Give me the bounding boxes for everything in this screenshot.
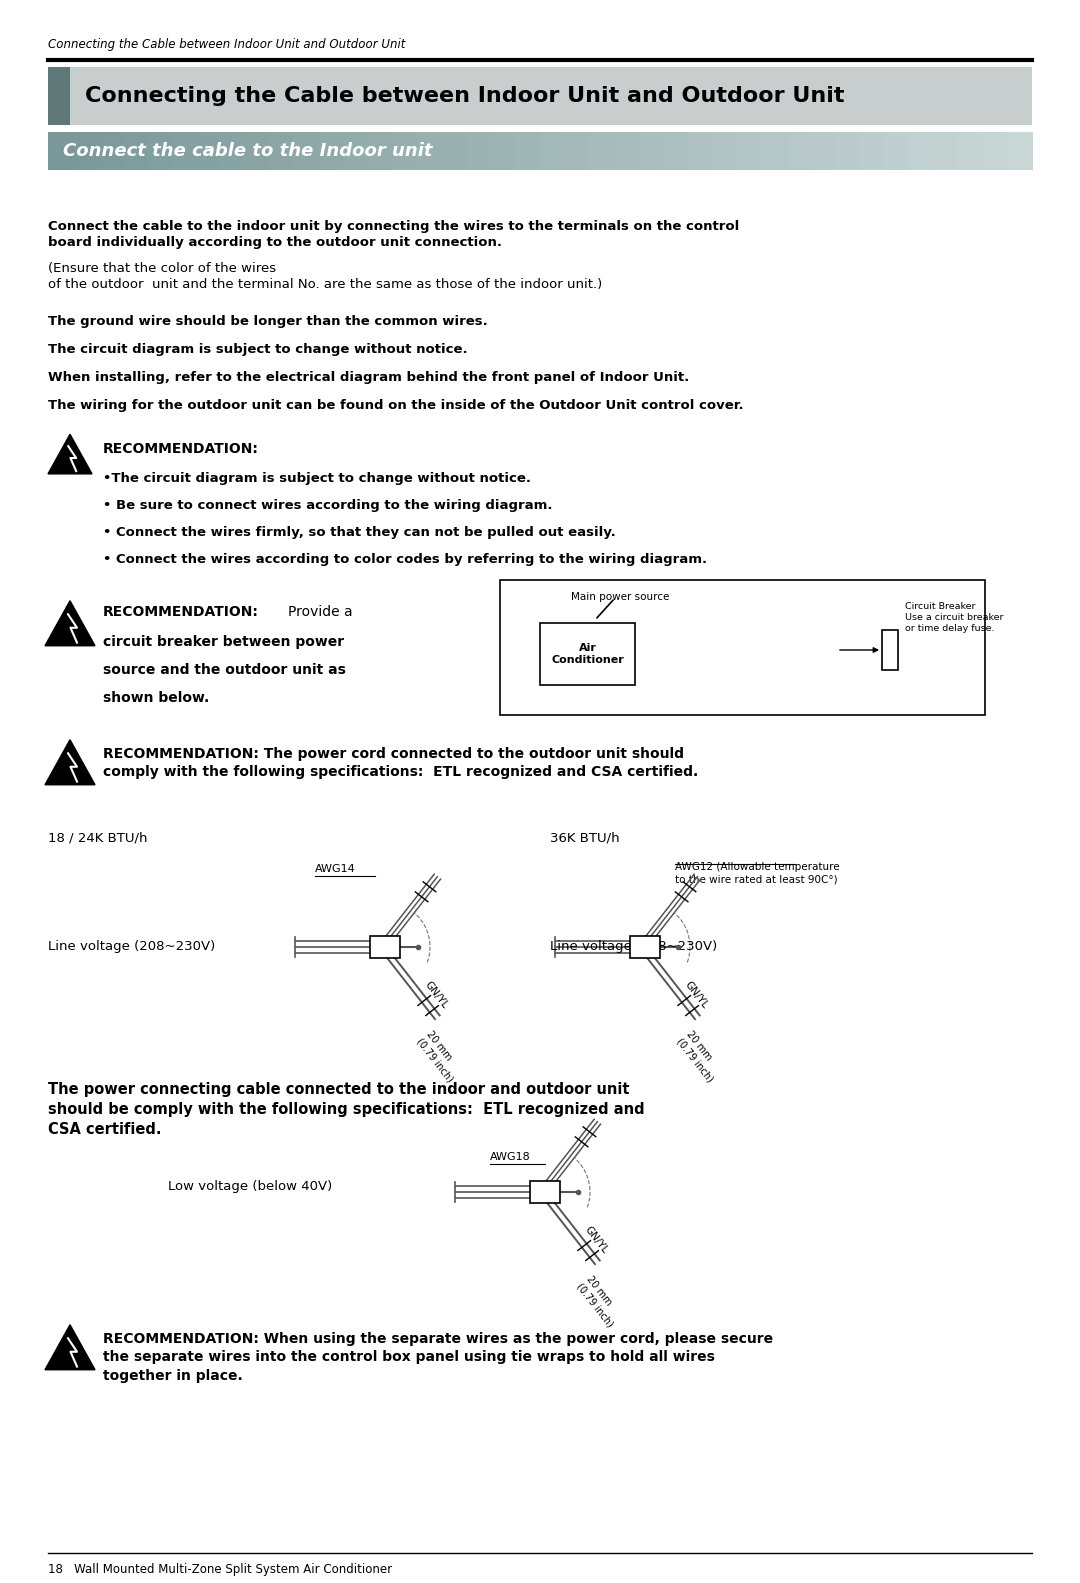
FancyBboxPatch shape	[195, 131, 221, 169]
FancyBboxPatch shape	[147, 131, 172, 169]
Text: Line voltage (208~230V): Line voltage (208~230V)	[550, 940, 717, 953]
Text: RECOMMENDATION: When using the separate wires as the power cord, please secure
t: RECOMMENDATION: When using the separate …	[103, 1331, 773, 1384]
FancyBboxPatch shape	[761, 131, 787, 169]
FancyBboxPatch shape	[220, 131, 246, 169]
Text: source and the outdoor unit as: source and the outdoor unit as	[103, 663, 346, 678]
Text: 18   Wall Mounted Multi-Zone Split System Air Conditioner: 18 Wall Mounted Multi-Zone Split System …	[48, 1562, 392, 1577]
FancyBboxPatch shape	[933, 131, 959, 169]
FancyBboxPatch shape	[442, 131, 468, 169]
FancyBboxPatch shape	[885, 131, 910, 169]
FancyBboxPatch shape	[613, 131, 639, 169]
Text: 36K BTU/h: 36K BTU/h	[550, 833, 620, 845]
FancyBboxPatch shape	[786, 131, 811, 169]
Text: GN/YL: GN/YL	[423, 980, 450, 1010]
FancyBboxPatch shape	[48, 131, 73, 169]
FancyBboxPatch shape	[590, 131, 615, 169]
Text: When installing, refer to the electrical diagram behind the front panel of Indoo: When installing, refer to the electrical…	[48, 370, 689, 385]
FancyBboxPatch shape	[983, 131, 1009, 169]
Text: 20 mm
(0.79 inch): 20 mm (0.79 inch)	[415, 1029, 464, 1084]
Text: The circuit diagram is subject to change without notice.: The circuit diagram is subject to change…	[48, 344, 468, 356]
FancyBboxPatch shape	[500, 579, 985, 716]
Text: RECOMMENDATION: The power cord connected to the outdoor unit should
comply with : RECOMMENDATION: The power cord connected…	[103, 747, 699, 779]
Text: Connect the cable to the Indoor unit: Connect the cable to the Indoor unit	[63, 142, 432, 160]
Text: Connecting the Cable between Indoor Unit and Outdoor Unit: Connecting the Cable between Indoor Unit…	[48, 38, 405, 51]
FancyBboxPatch shape	[737, 131, 762, 169]
FancyBboxPatch shape	[467, 131, 491, 169]
Text: • Be sure to connect wires according to the wiring diagram.: • Be sure to connect wires according to …	[103, 499, 553, 511]
Text: RECOMMENDATION:: RECOMMENDATION:	[103, 605, 259, 619]
Text: Circuit Breaker
Use a circuit breaker
or time delay fuse.: Circuit Breaker Use a circuit breaker or…	[905, 602, 1003, 633]
FancyBboxPatch shape	[343, 131, 368, 169]
Text: 18 / 24K BTU/h: 18 / 24K BTU/h	[48, 833, 148, 845]
FancyBboxPatch shape	[811, 131, 836, 169]
Polygon shape	[45, 739, 95, 785]
FancyBboxPatch shape	[72, 131, 98, 169]
FancyBboxPatch shape	[97, 131, 123, 169]
Text: Connecting the Cable between Indoor Unit and Outdoor Unit: Connecting the Cable between Indoor Unit…	[85, 85, 845, 106]
FancyBboxPatch shape	[530, 1181, 561, 1203]
Text: GN/YL: GN/YL	[583, 1225, 610, 1255]
Text: shown below.: shown below.	[103, 692, 210, 704]
FancyBboxPatch shape	[392, 131, 418, 169]
Text: 20 mm
(0.79 inch): 20 mm (0.79 inch)	[675, 1029, 725, 1084]
FancyBboxPatch shape	[417, 131, 443, 169]
FancyBboxPatch shape	[630, 936, 660, 958]
Text: AWG12 (Allowable temperature
to the wire rated at least 90C°): AWG12 (Allowable temperature to the wire…	[675, 863, 839, 885]
Text: Connect the cable to the indoor unit by connecting the wires to the terminals on: Connect the cable to the indoor unit by …	[48, 220, 739, 249]
Text: •The circuit diagram is subject to change without notice.: •The circuit diagram is subject to chang…	[103, 472, 531, 484]
FancyBboxPatch shape	[909, 131, 934, 169]
FancyBboxPatch shape	[490, 131, 516, 169]
FancyBboxPatch shape	[368, 131, 393, 169]
FancyBboxPatch shape	[171, 131, 197, 169]
FancyBboxPatch shape	[48, 66, 1032, 125]
Text: Line voltage (208~230V): Line voltage (208~230V)	[48, 940, 215, 953]
Text: The ground wire should be longer than the common wires.: The ground wire should be longer than th…	[48, 315, 488, 328]
Text: circuit breaker between power: circuit breaker between power	[103, 635, 345, 649]
FancyBboxPatch shape	[882, 630, 897, 670]
FancyBboxPatch shape	[515, 131, 541, 169]
Polygon shape	[45, 1325, 95, 1369]
FancyBboxPatch shape	[319, 131, 345, 169]
FancyBboxPatch shape	[688, 131, 713, 169]
FancyBboxPatch shape	[540, 131, 566, 169]
FancyBboxPatch shape	[860, 131, 886, 169]
FancyBboxPatch shape	[1008, 131, 1032, 169]
Text: RECOMMENDATION:: RECOMMENDATION:	[103, 442, 259, 456]
FancyBboxPatch shape	[48, 66, 70, 125]
Text: The power connecting cable connected to the indoor and outdoor unit
should be co: The power connecting cable connected to …	[48, 1083, 645, 1137]
FancyBboxPatch shape	[245, 131, 270, 169]
FancyBboxPatch shape	[638, 131, 664, 169]
FancyBboxPatch shape	[835, 131, 861, 169]
FancyBboxPatch shape	[712, 131, 738, 169]
FancyBboxPatch shape	[294, 131, 320, 169]
FancyBboxPatch shape	[663, 131, 689, 169]
FancyBboxPatch shape	[958, 131, 984, 169]
FancyBboxPatch shape	[370, 936, 400, 958]
Text: Air
Conditioner: Air Conditioner	[551, 643, 624, 665]
Polygon shape	[45, 602, 95, 646]
FancyBboxPatch shape	[540, 624, 635, 685]
Text: • Connect the wires firmly, so that they can not be pulled out easily.: • Connect the wires firmly, so that they…	[103, 526, 616, 538]
FancyBboxPatch shape	[269, 131, 295, 169]
Text: Main power source: Main power source	[571, 592, 670, 602]
Text: AWG18: AWG18	[490, 1152, 530, 1162]
FancyBboxPatch shape	[565, 131, 590, 169]
Text: Low voltage (below 40V): Low voltage (below 40V)	[168, 1181, 333, 1194]
Polygon shape	[48, 434, 92, 473]
FancyBboxPatch shape	[122, 131, 147, 169]
Text: • Connect the wires according to color codes by referring to the wiring diagram.: • Connect the wires according to color c…	[103, 552, 707, 567]
Text: GN/YL: GN/YL	[683, 980, 711, 1010]
Text: AWG14: AWG14	[315, 864, 355, 874]
Text: Provide a: Provide a	[288, 605, 353, 619]
Text: (Ensure that the color of the wires
of the outdoor  unit and the terminal No. ar: (Ensure that the color of the wires of t…	[48, 263, 603, 291]
Text: The wiring for the outdoor unit can be found on the inside of the Outdoor Unit c: The wiring for the outdoor unit can be f…	[48, 399, 744, 412]
Text: 20 mm
(0.79 inch): 20 mm (0.79 inch)	[575, 1274, 624, 1330]
